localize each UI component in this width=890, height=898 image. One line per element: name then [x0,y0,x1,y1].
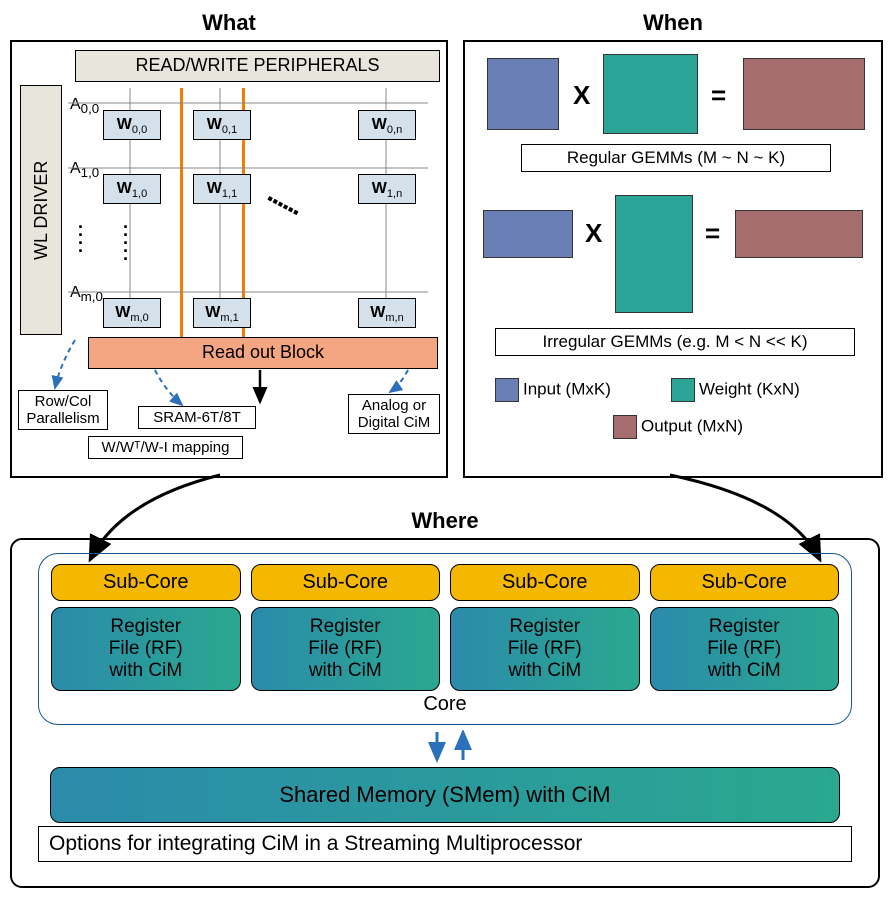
what-panel: READ/WRITE PERIPHERALS WL DRIVER A0,0 A1… [10,40,448,478]
legend-input: Input (MxK) [495,378,611,402]
eq-icon: = [711,80,726,111]
subcore: Sub-Core [251,564,441,601]
output-matrix [743,58,865,130]
mult-icon: X [573,80,590,111]
output-matrix-irr [735,210,863,258]
subcore: Sub-Core [450,564,640,601]
register-file: RegisterFile (RF)with CiM [650,607,840,691]
annot-cim: Analog orDigital CiM [348,394,440,434]
bidir-arrow-icon [415,730,495,770]
legend-weight: Weight (KxN) [671,378,800,402]
irregular-gemm-label: Irregular GEMMs (e.g. M < N << K) [495,328,855,356]
subcore: Sub-Core [650,564,840,601]
subcore: Sub-Core [51,564,241,601]
when-panel: X = Regular GEMMs (M ~ N ~ K) X = Irregu… [463,40,883,478]
core-box: Sub-Core Sub-Core Sub-Core Sub-Core Regi… [38,553,852,725]
register-file: RegisterFile (RF)with CiM [251,607,441,691]
eq-icon: = [705,218,720,249]
input-matrix-irr [483,210,573,258]
core-label: Core [51,693,839,716]
smem-block: Shared Memory (SMem) with CiM [50,767,840,823]
weight-matrix-irr [615,195,693,313]
annot-parallelism: Row/ColParallelism [18,390,108,430]
mult-icon: X [585,218,602,249]
what-title: What [10,10,448,36]
when-title: When [463,10,883,36]
where-panel: Sub-Core Sub-Core Sub-Core Sub-Core Regi… [10,538,880,888]
weight-matrix [603,54,698,134]
input-matrix [487,58,559,130]
where-title: Where [10,508,880,534]
where-caption: Options for integrating CiM in a Streami… [38,826,852,862]
register-file: RegisterFile (RF)with CiM [450,607,640,691]
register-file: RegisterFile (RF)with CiM [51,607,241,691]
annot-sram: SRAM-6T/8T [138,406,256,429]
regular-gemm-label: Regular GEMMs (M ~ N ~ K) [521,144,831,172]
legend-output: Output (MxN) [613,415,743,439]
